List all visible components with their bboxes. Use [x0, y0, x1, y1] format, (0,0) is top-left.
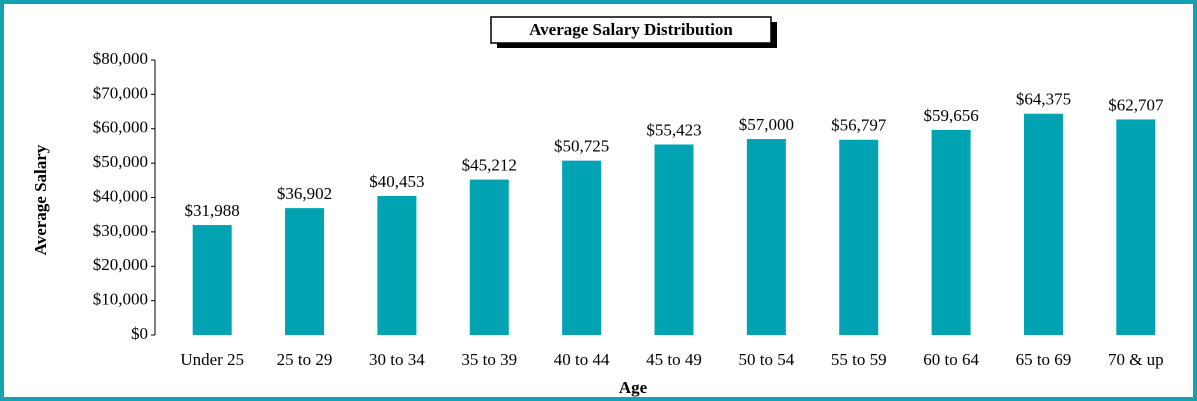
x-tick-label: 30 to 34 — [369, 350, 425, 369]
x-tick-label: Under 25 — [180, 350, 244, 369]
x-tick-label: 50 to 54 — [738, 350, 794, 369]
bar — [746, 139, 786, 335]
data-label: $57,000 — [739, 115, 794, 134]
x-tick-label: 65 to 69 — [1016, 350, 1072, 369]
data-label: $62,707 — [1108, 95, 1164, 114]
x-axis-title: Age — [619, 378, 648, 397]
y-axis-title: Average Salary — [31, 144, 50, 255]
data-label: $36,902 — [277, 184, 332, 203]
bar — [931, 129, 971, 335]
x-tick-label: 55 to 59 — [831, 350, 887, 369]
y-tick-label: $0 — [131, 324, 148, 343]
title-box — [490, 16, 772, 44]
bar — [562, 160, 602, 335]
x-tick-label: 40 to 44 — [554, 350, 610, 369]
bar — [1116, 119, 1156, 335]
bar — [469, 179, 509, 335]
bar — [377, 195, 417, 335]
y-tick-label: $50,000 — [93, 152, 148, 171]
y-tick-label: $10,000 — [93, 290, 148, 309]
data-label: $55,423 — [646, 120, 701, 139]
x-tick-label: 60 to 64 — [923, 350, 979, 369]
x-tick-label: 45 to 49 — [646, 350, 702, 369]
y-tick-label: $20,000 — [93, 255, 148, 274]
bar — [839, 139, 879, 335]
bar — [1023, 113, 1063, 335]
bar — [192, 225, 232, 335]
data-label: $56,797 — [831, 116, 887, 135]
data-label: $40,453 — [369, 172, 424, 191]
data-label: $64,375 — [1016, 90, 1071, 109]
x-tick-label: 70 & up — [1108, 350, 1164, 369]
data-label: $50,725 — [554, 137, 609, 156]
data-label: $31,988 — [185, 201, 240, 220]
bar — [654, 144, 694, 335]
data-label: $59,656 — [923, 106, 978, 125]
y-tick-label: $40,000 — [93, 186, 148, 205]
y-tick-label: $80,000 — [93, 49, 148, 68]
data-label: $45,212 — [462, 155, 517, 174]
chart-title: Average Salary Distribution — [529, 20, 733, 39]
y-tick-label: $60,000 — [93, 118, 148, 137]
y-tick-label: $70,000 — [93, 83, 148, 102]
x-tick-label: 35 to 39 — [461, 350, 517, 369]
y-tick-label: $30,000 — [93, 221, 148, 240]
x-tick-label: 25 to 29 — [277, 350, 333, 369]
bar — [285, 208, 325, 335]
